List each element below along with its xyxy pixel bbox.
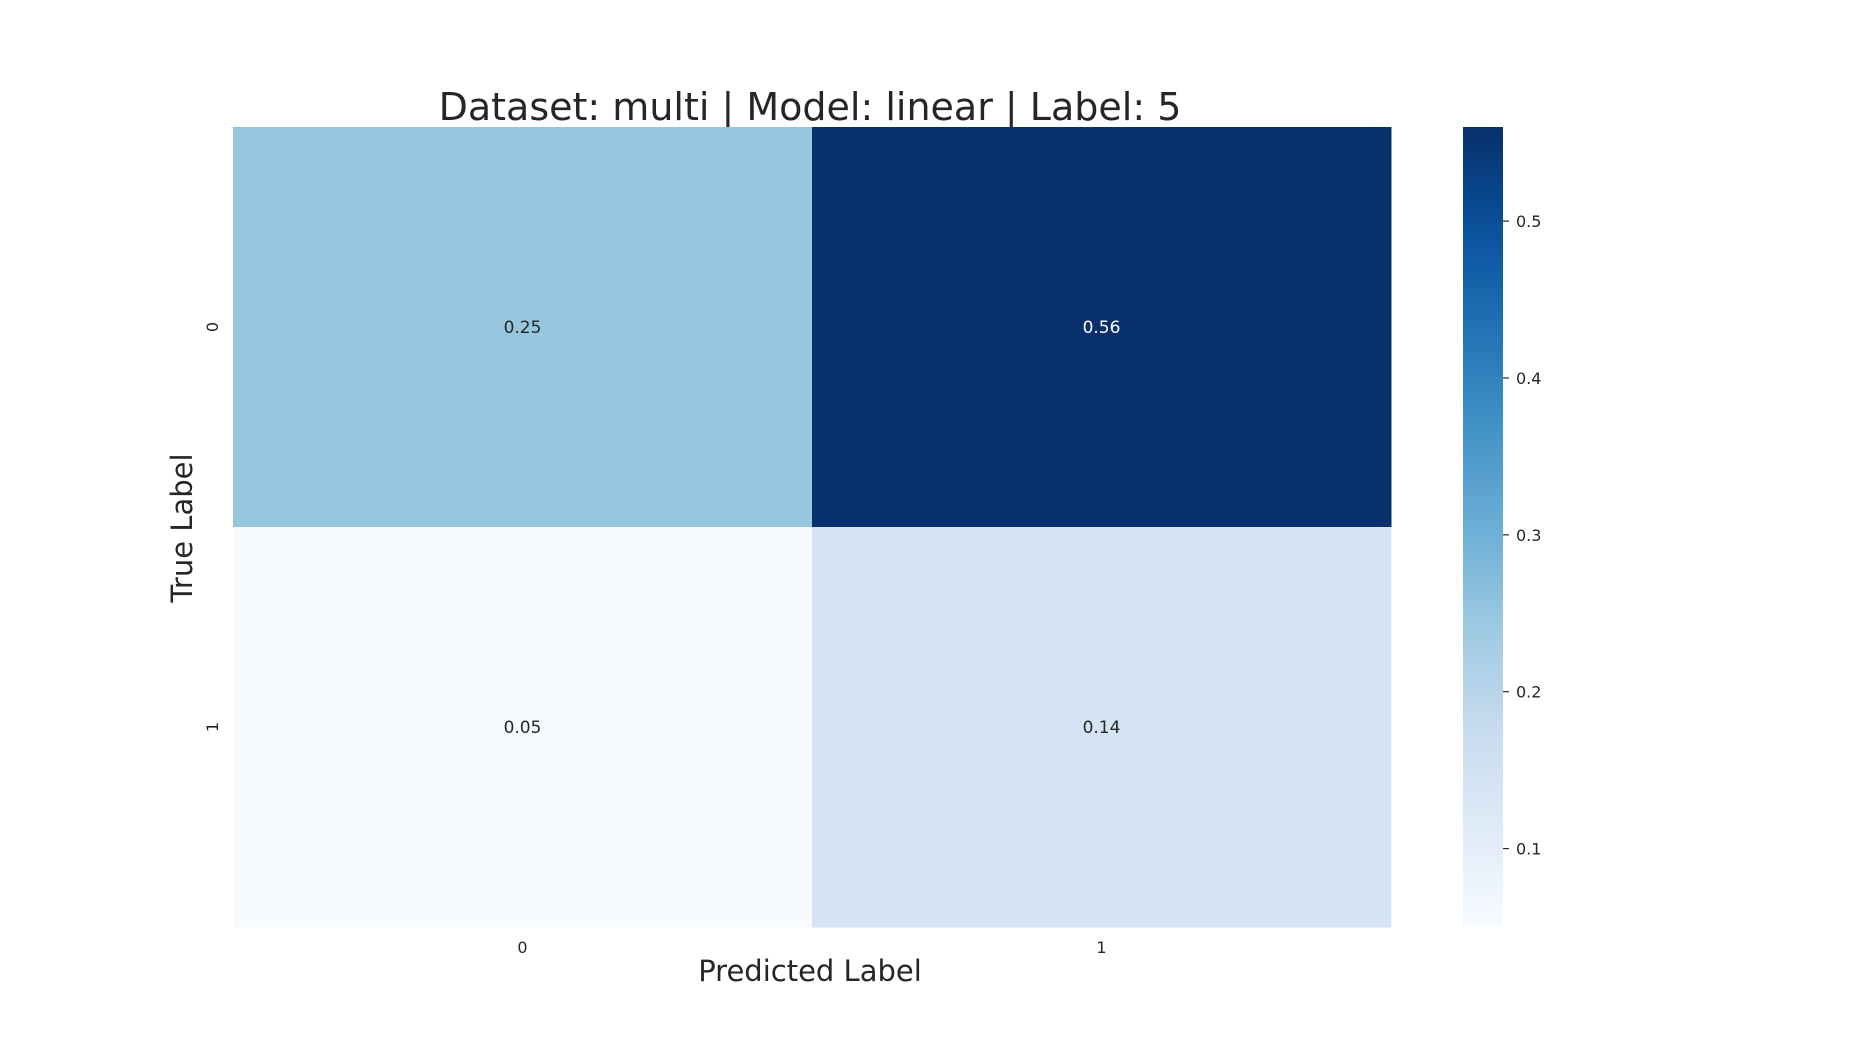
- cell-value-label: 0.56: [1083, 318, 1121, 338]
- heatmap-cell: [233, 527, 813, 928]
- heatmap-cell: [812, 527, 1392, 928]
- colorbar-ticks: 0.1 0.2 0.3 0.4 0.5: [1503, 212, 1541, 859]
- colorbar-tick-label: 0.2: [1516, 683, 1541, 702]
- colorbar-tick-label: 0.4: [1516, 369, 1541, 388]
- colorbar-tick-label: 0.1: [1516, 840, 1541, 859]
- x-axis-label: Predicted Label: [698, 954, 922, 988]
- y-tick-label: 1: [203, 722, 222, 732]
- heatmap-cell: [233, 127, 813, 528]
- colorbar-tick-label: 0.3: [1516, 526, 1541, 545]
- cell-value-label: 0.25: [504, 318, 542, 338]
- y-axis-ticks: 01: [203, 322, 222, 732]
- x-tick-label: 1: [1096, 938, 1106, 957]
- cell-value-label: 0.05: [504, 718, 542, 738]
- y-axis-label: True Label: [165, 453, 199, 603]
- heatmap-cell-labels: 0.25 0.56 0.05 0.14: [504, 318, 1121, 738]
- x-tick-label: 0: [517, 938, 527, 957]
- heatmap-cells: [233, 127, 1392, 928]
- colorbar: [1463, 127, 1503, 927]
- chart-title: Dataset: multi | Model: linear | Label: …: [439, 85, 1182, 130]
- colorbar-tick-label: 0.5: [1516, 212, 1541, 231]
- y-tick-label: 0: [203, 322, 222, 332]
- cell-value-label: 0.14: [1083, 718, 1121, 738]
- heatmap-cell: [812, 127, 1392, 528]
